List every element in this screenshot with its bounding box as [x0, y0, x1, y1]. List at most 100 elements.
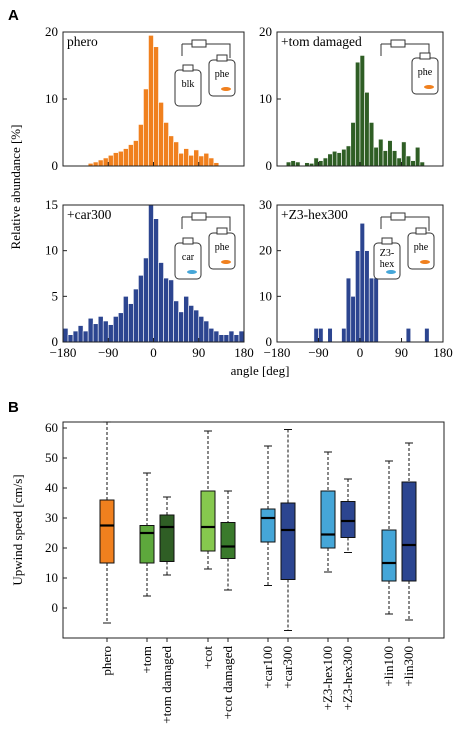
box-body	[220, 522, 236, 559]
x-tick-label: +Z3-hex100	[320, 646, 335, 710]
histogram-bar	[313, 327, 319, 343]
jar-label: car	[182, 252, 195, 263]
histogram-bar	[378, 138, 384, 167]
histogram-bar	[419, 161, 425, 167]
panel-title: +car300	[67, 207, 112, 222]
y-tick-label: 10	[259, 91, 272, 106]
box-body	[280, 502, 296, 580]
histogram-bar	[208, 327, 215, 343]
histogram-bar	[102, 157, 109, 167]
histogram-bar	[133, 140, 139, 167]
histogram-bar	[313, 157, 319, 167]
histogram-bar	[198, 155, 205, 167]
histogram-bar	[82, 330, 89, 343]
y-axis-label: Upwind speed [cm/s]	[10, 474, 25, 585]
y-tick-label: 50	[45, 450, 58, 465]
x-tick-label: 180	[433, 345, 453, 360]
box--tom-damaged: +tom damaged	[159, 496, 175, 724]
x-tick-label: +cot damaged	[220, 646, 235, 720]
y-tick-label: 20	[259, 243, 272, 258]
x-tick-label: 0	[357, 345, 364, 360]
histogram-bar	[118, 312, 124, 343]
box--z3-hex300: +Z3-hex300	[340, 478, 356, 710]
histogram-bar	[350, 296, 356, 343]
y-tick-label: 20	[45, 540, 58, 555]
odor-dispenser-icon	[420, 260, 430, 264]
histogram-bar	[92, 161, 99, 167]
histogram-bar	[67, 334, 74, 343]
histogram-bar	[364, 250, 370, 343]
histogram-bar	[133, 288, 139, 343]
histogram-bar	[355, 250, 361, 343]
x-tick-label: +lin100	[381, 646, 396, 687]
tube-diagram	[181, 39, 231, 58]
histogram-bar	[373, 146, 379, 167]
histogram-bar	[138, 275, 144, 343]
jar-label: phe	[414, 242, 429, 253]
jar-car: car	[174, 237, 202, 280]
histogram-2: 0 10 20 +tom damaged phe	[259, 24, 444, 173]
histogram-bar	[72, 330, 79, 343]
x-tick-label: +car100	[260, 646, 275, 689]
box--cot-damaged: +cot damaged	[220, 490, 236, 720]
box--car100: +car100	[260, 445, 276, 689]
histogram-bar	[341, 148, 347, 167]
tube-diagram	[380, 212, 430, 231]
histogram-bar	[62, 327, 69, 343]
odor-dispenser-icon	[221, 260, 231, 264]
histogram-bar	[107, 154, 114, 167]
histogram-bar	[168, 279, 174, 343]
histogram-bar	[405, 155, 412, 167]
y-tick-label: 10	[45, 570, 58, 585]
histogram-bar	[118, 150, 124, 167]
histogram-bar	[387, 140, 393, 167]
histogram-bar	[364, 92, 370, 167]
histogram-bar	[424, 327, 430, 343]
histogram-bar	[290, 160, 296, 167]
histogram-bar	[193, 309, 200, 343]
histogram-bar	[213, 330, 220, 343]
histogram-bar	[223, 334, 230, 343]
histogram-bar	[198, 316, 205, 343]
histogram-bar	[158, 262, 164, 343]
histogram-bar	[188, 305, 195, 343]
histogram-bar	[163, 277, 169, 343]
jar-label: phe	[215, 242, 230, 253]
box--z3-hex100: +Z3-hex100	[320, 451, 336, 710]
panel-a-letter: A	[8, 7, 19, 24]
histogram-bar	[368, 277, 375, 343]
x-tick-label: 90	[192, 345, 205, 360]
histogram-bar	[173, 141, 179, 167]
histogram-bar	[112, 152, 119, 167]
histogram-bar	[373, 277, 379, 343]
y-tick-label: 5	[52, 288, 59, 303]
y-tick-label: 30	[259, 197, 272, 212]
y-tick-label: 20	[259, 24, 272, 39]
jar-phe: phe	[411, 52, 439, 95]
x-tick-label: −90	[308, 345, 328, 360]
histogram-bar	[183, 296, 189, 343]
box-body	[139, 525, 155, 564]
plot-frame	[62, 421, 445, 639]
x-tick-label: −180	[50, 345, 77, 360]
jar-z3-hex: Z3-hex	[373, 237, 401, 280]
y-tick-label: 10	[259, 288, 272, 303]
histogram-bar	[138, 124, 144, 167]
x-tick-label: phero	[99, 646, 114, 676]
histogram-bar	[327, 153, 333, 167]
histogram-bar	[77, 325, 84, 343]
histogram-bar	[401, 141, 407, 167]
y-tick-label: 60	[45, 420, 58, 435]
panel-title: phero	[67, 34, 98, 49]
panel-title: +tom damaged	[281, 34, 362, 49]
jar-phe: phe	[407, 227, 435, 270]
x-tick-label: 180	[234, 345, 254, 360]
histogram-bar	[218, 334, 225, 343]
odor-dispenser-icon	[221, 87, 231, 91]
histogram-bar	[173, 300, 179, 343]
x-tick-label: −180	[264, 345, 291, 360]
y-tick-label: 20	[45, 24, 58, 39]
box--car300: +car300	[280, 429, 296, 689]
jar-phe: phe	[208, 227, 236, 270]
box-body	[260, 508, 276, 543]
